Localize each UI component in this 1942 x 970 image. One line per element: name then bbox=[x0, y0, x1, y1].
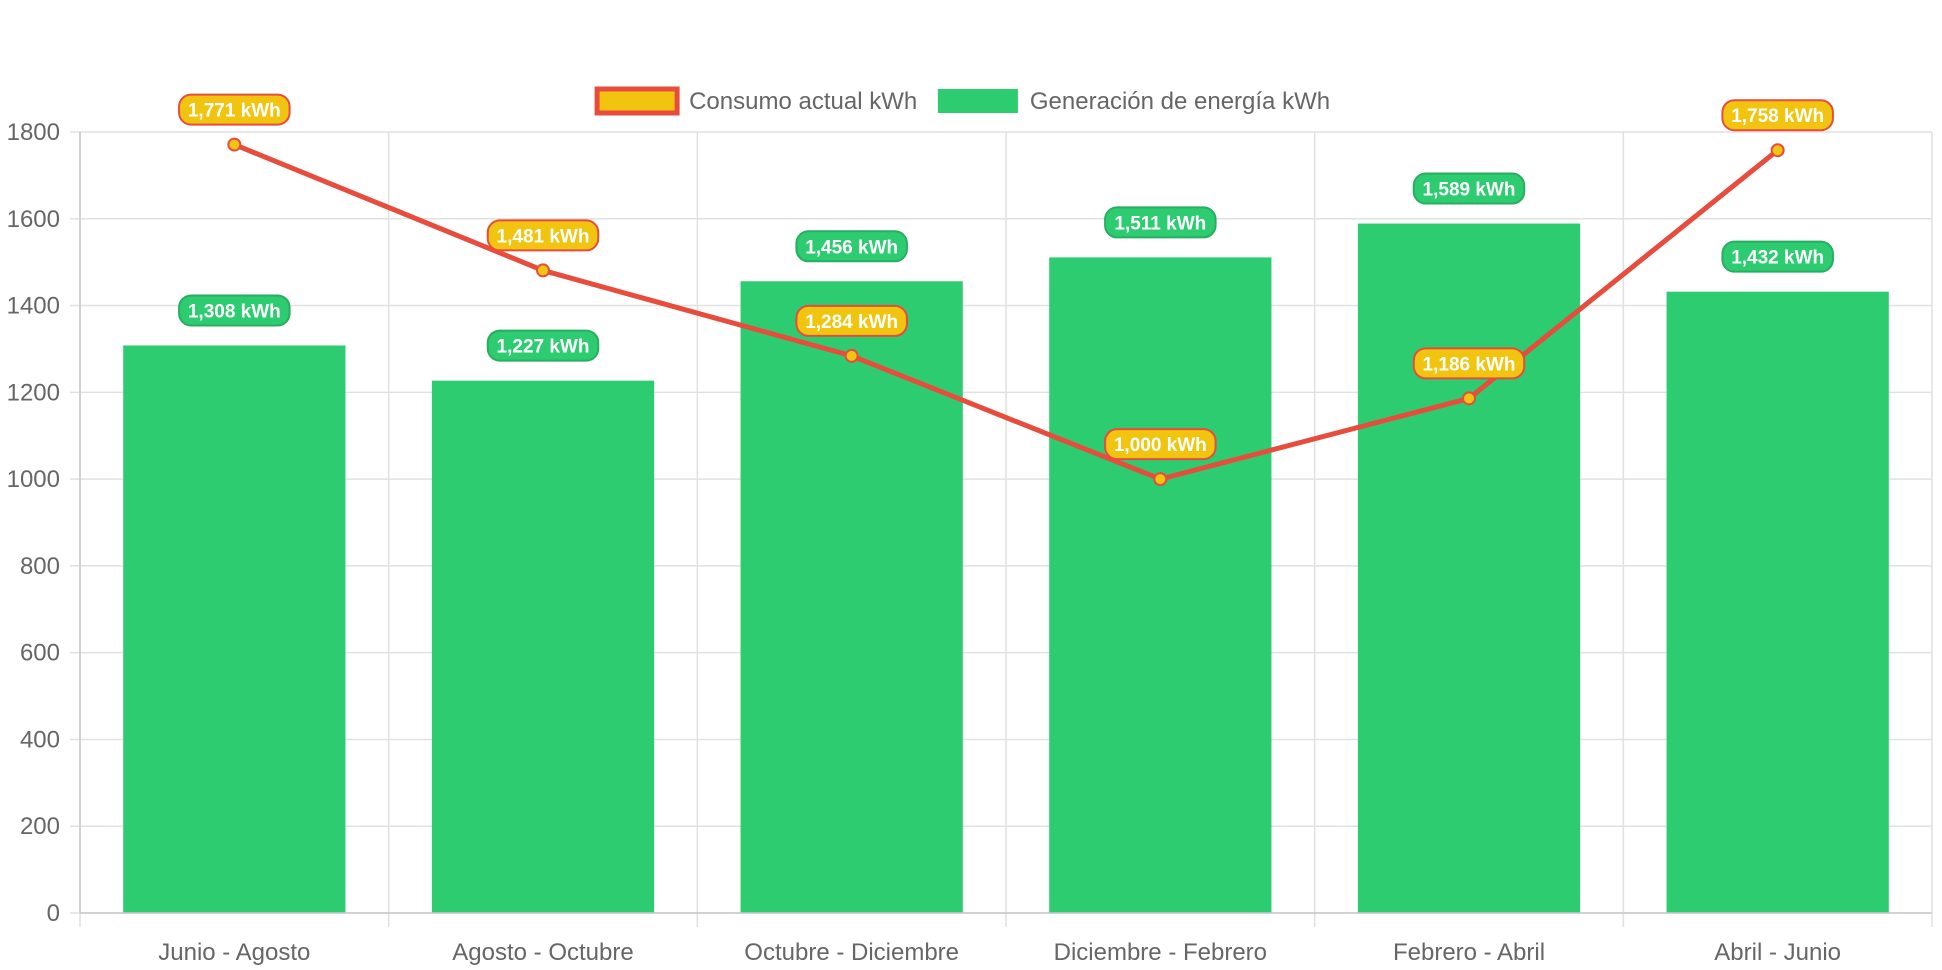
data-label: 1,432 kWh bbox=[1721, 240, 1834, 273]
y-tick-label: 800 bbox=[20, 553, 60, 580]
data-label-text: 1,771 kWh bbox=[188, 101, 281, 122]
bar[interactable] bbox=[1357, 223, 1581, 914]
data-label-text: 1,227 kWh bbox=[497, 337, 590, 358]
data-label-text: 1,511 kWh bbox=[1114, 213, 1206, 234]
data-label: 1,481 kWh bbox=[486, 219, 600, 252]
x-tick-label: Abril - Junio bbox=[1714, 939, 1841, 966]
data-label-box bbox=[1412, 172, 1526, 205]
data-label-text: 1,186 kWh bbox=[1423, 354, 1516, 375]
y-tick-label: 600 bbox=[20, 640, 60, 667]
x-tick-label: Junio - Agosto bbox=[158, 939, 310, 966]
data-label: 1,589 kWh bbox=[1412, 172, 1526, 205]
data-label-box bbox=[178, 93, 291, 126]
legend-item[interactable]: Consumo actual kWh bbox=[594, 86, 917, 116]
data-label: 1,308 kWh bbox=[178, 294, 291, 327]
data-label-box bbox=[795, 304, 908, 337]
y-tick-label: 1800 bbox=[7, 119, 60, 146]
y-tick-label: 400 bbox=[20, 726, 60, 753]
data-label-box bbox=[1104, 428, 1217, 461]
data-label-text: 1,758 kWh bbox=[1731, 106, 1824, 127]
bar-series bbox=[123, 223, 1889, 914]
legend-item[interactable]: Generación de energía kWh bbox=[937, 88, 1330, 115]
y-tick-label: 1600 bbox=[7, 206, 60, 233]
y-tick-label: 200 bbox=[20, 813, 60, 840]
data-label: 1,186 kWh bbox=[1412, 347, 1526, 380]
data-label-box bbox=[486, 219, 600, 252]
data-label-text: 1,000 kWh bbox=[1114, 435, 1207, 456]
y-tick-label: 1000 bbox=[7, 466, 60, 493]
line-point[interactable] bbox=[844, 348, 859, 363]
data-label: 1,227 kWh bbox=[486, 329, 600, 362]
data-label: 1,511 kWh bbox=[1104, 206, 1217, 239]
data-label-box bbox=[795, 230, 908, 263]
x-tick-label: Diciembre - Febrero bbox=[1054, 939, 1267, 966]
data-label-box bbox=[1104, 206, 1217, 239]
x-tick-label: Octubre - Diciembre bbox=[744, 939, 959, 966]
data-label-text: 1,589 kWh bbox=[1423, 180, 1516, 201]
line-point[interactable] bbox=[536, 263, 550, 278]
bar[interactable] bbox=[123, 345, 346, 913]
axes: 0 200 400 600 800 1000 1200 1400 1600 1800 Junio -… bbox=[7, 119, 1932, 966]
data-label: 1,771 kWh bbox=[178, 93, 291, 126]
data-label: 1,000 kWh bbox=[1104, 428, 1217, 461]
line-point[interactable] bbox=[1153, 472, 1168, 487]
bar[interactable] bbox=[1666, 291, 1889, 913]
data-label-box bbox=[1412, 347, 1526, 380]
data-label-text: 1,284 kWh bbox=[805, 312, 898, 333]
data-label-text: 1,308 kWh bbox=[188, 301, 281, 322]
x-tick-label: Agosto - Octubre bbox=[452, 939, 633, 966]
data-label: 1,284 kWh bbox=[795, 304, 908, 337]
bar[interactable] bbox=[740, 281, 963, 913]
legend[interactable]: Consumo actual kWh Generación de energía … bbox=[594, 86, 1330, 116]
data-label-box bbox=[1721, 99, 1834, 132]
line-point[interactable] bbox=[1462, 391, 1476, 406]
data-label-text: 1,432 kWh bbox=[1731, 248, 1824, 269]
data-label-box bbox=[1721, 240, 1834, 273]
legend-swatch bbox=[937, 89, 1018, 113]
legend-label: Generación de energía kWh bbox=[1030, 88, 1330, 115]
bar[interactable] bbox=[1049, 257, 1272, 913]
y-tick-label: 0 bbox=[47, 900, 60, 927]
data-label-text: 1,481 kWh bbox=[497, 226, 590, 247]
x-tick-label: Febrero - Abril bbox=[1393, 939, 1545, 966]
line-point[interactable] bbox=[1770, 143, 1785, 158]
bar[interactable] bbox=[431, 380, 655, 913]
legend-swatch bbox=[594, 86, 680, 116]
data-label: 1,758 kWh bbox=[1721, 99, 1834, 132]
data-label-text: 1,456 kWh bbox=[805, 237, 898, 258]
data-labels: 1,308 kWh 1,227 kWh 1,456 kWh 1,511 kWh 1,58… bbox=[178, 93, 1834, 461]
y-tick-label: 1200 bbox=[7, 379, 60, 406]
data-label: 1,456 kWh bbox=[795, 230, 908, 263]
legend-label: Consumo actual kWh bbox=[689, 88, 917, 115]
data-label-box bbox=[178, 294, 291, 327]
line-point[interactable] bbox=[227, 137, 242, 152]
y-tick-label: 1400 bbox=[7, 293, 60, 320]
data-label-box bbox=[486, 329, 600, 362]
